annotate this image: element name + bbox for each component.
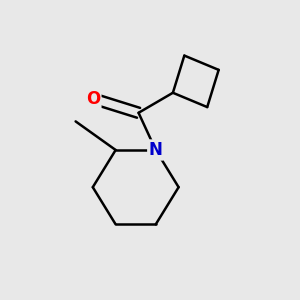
Text: N: N [149, 141, 163, 159]
Text: O: O [86, 89, 100, 107]
